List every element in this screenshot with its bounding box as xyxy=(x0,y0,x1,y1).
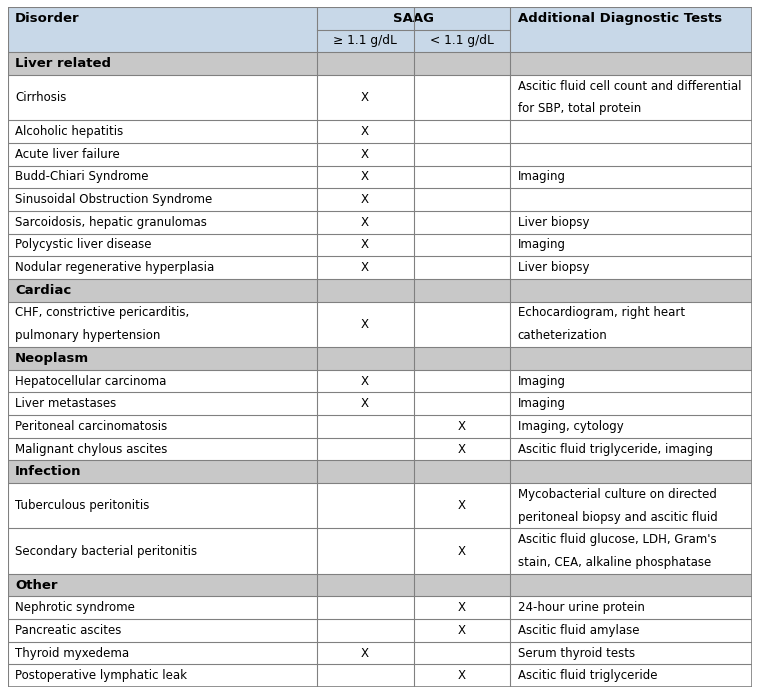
Text: X: X xyxy=(458,443,466,455)
Text: Postoperative lymphatic leak: Postoperative lymphatic leak xyxy=(15,669,187,682)
Text: X: X xyxy=(361,91,369,104)
Text: Pancreatic ascites: Pancreatic ascites xyxy=(15,624,122,637)
Text: X: X xyxy=(361,318,369,331)
Text: Nephrotic syndrome: Nephrotic syndrome xyxy=(15,601,135,614)
Bar xyxy=(8,234,752,256)
Text: 24-hour urine protein: 24-hour urine protein xyxy=(518,601,644,614)
Text: Acute liver failure: Acute liver failure xyxy=(15,148,120,161)
Text: SAAG: SAAG xyxy=(393,12,434,25)
Text: Serum thyroid tests: Serum thyroid tests xyxy=(518,647,635,659)
Text: X: X xyxy=(458,669,466,682)
Text: Other: Other xyxy=(15,579,58,591)
Text: Sinusoidal Obstruction Syndrome: Sinusoidal Obstruction Syndrome xyxy=(15,193,212,206)
Bar xyxy=(8,392,752,415)
Bar xyxy=(8,7,752,30)
Text: Alcoholic hepatitis: Alcoholic hepatitis xyxy=(15,125,123,138)
Text: Tuberculous peritonitis: Tuberculous peritonitis xyxy=(15,499,150,512)
Bar xyxy=(8,642,752,664)
Text: ≥ 1.1 g/dL: ≥ 1.1 g/dL xyxy=(333,35,397,47)
Bar xyxy=(8,120,752,143)
Text: catheterization: catheterization xyxy=(518,329,607,342)
Text: Ascitic fluid cell count and differential: Ascitic fluid cell count and differentia… xyxy=(518,80,741,93)
Bar xyxy=(8,188,752,211)
Text: Cardiac: Cardiac xyxy=(15,284,71,297)
Bar xyxy=(8,438,752,460)
Bar xyxy=(8,166,752,188)
Text: X: X xyxy=(361,397,369,410)
Text: X: X xyxy=(458,601,466,614)
Text: X: X xyxy=(458,545,466,557)
Bar xyxy=(8,528,752,574)
Text: Imaging, cytology: Imaging, cytology xyxy=(518,420,623,433)
Bar xyxy=(8,483,752,528)
Text: X: X xyxy=(361,125,369,138)
Text: peritoneal biopsy and ascitic fluid: peritoneal biopsy and ascitic fluid xyxy=(518,511,717,523)
Text: Imaging: Imaging xyxy=(518,397,565,410)
Bar xyxy=(8,596,752,619)
Text: X: X xyxy=(361,216,369,229)
Text: X: X xyxy=(458,499,466,512)
Bar xyxy=(8,211,752,234)
Text: Mycobacterial culture on directed: Mycobacterial culture on directed xyxy=(518,488,717,501)
Text: Malignant chylous ascites: Malignant chylous ascites xyxy=(15,443,167,455)
Text: Liver biopsy: Liver biopsy xyxy=(518,261,589,274)
Text: Ascitic fluid amylase: Ascitic fluid amylase xyxy=(518,624,639,637)
Text: Nodular regenerative hyperplasia: Nodular regenerative hyperplasia xyxy=(15,261,214,274)
Text: Imaging: Imaging xyxy=(518,239,565,251)
Text: X: X xyxy=(361,261,369,274)
Bar xyxy=(8,415,752,438)
Text: stain, CEA, alkaline phosphatase: stain, CEA, alkaline phosphatase xyxy=(518,556,711,569)
Text: for SBP, total protein: for SBP, total protein xyxy=(518,103,641,115)
Text: Echocardiogram, right heart: Echocardiogram, right heart xyxy=(518,307,685,319)
Text: Hepatocellular carcinoma: Hepatocellular carcinoma xyxy=(15,375,166,387)
Text: X: X xyxy=(361,148,369,161)
Text: Budd-Chiari Syndrome: Budd-Chiari Syndrome xyxy=(15,171,148,183)
Text: X: X xyxy=(361,171,369,183)
Text: Liver related: Liver related xyxy=(15,57,111,70)
Text: Thyroid myxedema: Thyroid myxedema xyxy=(15,647,129,659)
Text: Liver biopsy: Liver biopsy xyxy=(518,216,589,229)
Text: X: X xyxy=(361,375,369,387)
Text: Imaging: Imaging xyxy=(518,375,565,387)
Bar xyxy=(8,347,752,370)
Text: < 1.1 g/dL: < 1.1 g/dL xyxy=(430,35,494,47)
Text: Imaging: Imaging xyxy=(518,171,565,183)
Text: Liver metastases: Liver metastases xyxy=(15,397,116,410)
Text: Sarcoidosis, hepatic granulomas: Sarcoidosis, hepatic granulomas xyxy=(15,216,207,229)
Text: X: X xyxy=(361,647,369,659)
Bar xyxy=(8,143,752,166)
Text: X: X xyxy=(361,239,369,251)
Bar xyxy=(8,52,752,75)
Bar xyxy=(8,460,752,483)
Text: CHF, constrictive pericarditis,: CHF, constrictive pericarditis, xyxy=(15,307,189,319)
Bar xyxy=(8,256,752,279)
Bar xyxy=(8,75,752,120)
Text: Infection: Infection xyxy=(15,465,81,478)
Text: Peritoneal carcinomatosis: Peritoneal carcinomatosis xyxy=(15,420,167,433)
Text: Additional Diagnostic Tests: Additional Diagnostic Tests xyxy=(518,12,722,25)
Bar xyxy=(8,302,752,347)
Bar xyxy=(8,370,752,392)
Bar xyxy=(8,664,752,687)
Text: Cirrhosis: Cirrhosis xyxy=(15,91,66,104)
Text: Neoplasm: Neoplasm xyxy=(15,352,89,365)
Text: X: X xyxy=(458,420,466,433)
Bar xyxy=(8,279,752,302)
Bar xyxy=(8,619,752,642)
Text: Secondary bacterial peritonitis: Secondary bacterial peritonitis xyxy=(15,545,197,557)
Bar xyxy=(8,574,752,596)
Text: Ascitic fluid triglyceride: Ascitic fluid triglyceride xyxy=(518,669,657,682)
Bar xyxy=(8,30,752,52)
Text: Ascitic fluid triglyceride, imaging: Ascitic fluid triglyceride, imaging xyxy=(518,443,713,455)
Text: Polycystic liver disease: Polycystic liver disease xyxy=(15,239,151,251)
Text: X: X xyxy=(458,624,466,637)
Text: Disorder: Disorder xyxy=(15,12,80,25)
Text: Ascitic fluid glucose, LDH, Gram's: Ascitic fluid glucose, LDH, Gram's xyxy=(518,533,717,546)
Text: X: X xyxy=(361,193,369,206)
Text: pulmonary hypertension: pulmonary hypertension xyxy=(15,329,160,342)
